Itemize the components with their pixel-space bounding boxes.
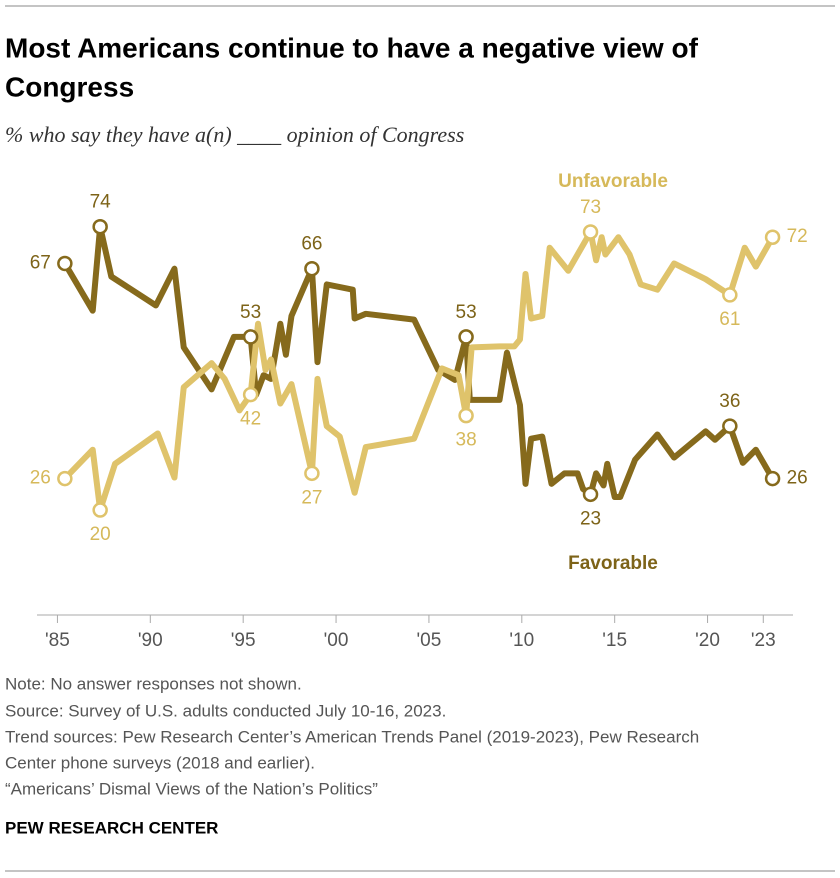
x-tick-label: '10: [509, 630, 534, 651]
chart-subtitle: % who say they have a(n) ____ opinion of…: [5, 122, 464, 147]
legend-label: Unfavorable: [558, 171, 668, 192]
data-label: 26: [30, 468, 51, 489]
point-marker: [57, 255, 73, 272]
chart-title: Most Americans continue to have a negati…: [5, 32, 699, 63]
point-marker: [722, 287, 738, 303]
legend-label: Favorable: [568, 553, 658, 574]
data-label: 36: [719, 391, 740, 412]
point-marker: [582, 486, 599, 503]
data-label: 53: [240, 302, 261, 323]
x-tick-label: '20: [695, 630, 720, 651]
data-label: 74: [90, 192, 112, 213]
point-marker: [57, 470, 73, 487]
data-label: 73: [580, 197, 601, 218]
data-label: 72: [787, 226, 808, 247]
note: Source: Survey of U.S. adults conducted …: [5, 701, 446, 720]
x-tick-label: '85: [45, 630, 70, 651]
point-marker: [242, 386, 259, 403]
data-label: 26: [787, 468, 808, 489]
x-tick-label: '05: [417, 630, 442, 651]
point-marker: [92, 502, 108, 518]
point-marker: [242, 329, 259, 345]
series-line: [61, 223, 776, 500]
x-tick-label: '95: [231, 630, 256, 651]
point-marker: [458, 329, 474, 345]
data-label: 27: [301, 487, 322, 508]
chart-title: Congress: [5, 71, 134, 102]
data-label: 53: [456, 302, 477, 323]
x-tick-label: '90: [138, 630, 163, 651]
point-marker: [582, 224, 599, 240]
note: Center phone surveys (2018 and earlier).: [5, 753, 315, 772]
point-marker: [722, 418, 738, 434]
note: Note: No answer responses not shown.: [5, 674, 302, 693]
x-tick-label: '00: [324, 630, 349, 651]
credit: PEW RESEARCH CENTER: [5, 818, 218, 837]
point-marker: [92, 218, 108, 235]
data-label: 67: [30, 252, 51, 273]
point-marker: [304, 465, 320, 482]
note: Trend sources: Pew Research Center’s Ame…: [5, 727, 699, 746]
note: “Americans’ Dismal Views of the Nation’s…: [5, 779, 378, 798]
x-tick-label: '15: [602, 630, 627, 651]
data-label: 23: [580, 508, 601, 529]
data-label: 61: [719, 309, 740, 330]
data-label: 42: [240, 409, 261, 430]
point-marker: [764, 229, 781, 245]
data-label: 38: [456, 430, 477, 451]
point-marker: [764, 470, 781, 487]
data-label: 20: [90, 524, 111, 545]
series-line: [61, 228, 776, 514]
data-label: 66: [301, 234, 322, 255]
x-tick-label: '23: [751, 630, 776, 651]
point-marker: [304, 260, 320, 277]
point-marker: [458, 407, 474, 424]
